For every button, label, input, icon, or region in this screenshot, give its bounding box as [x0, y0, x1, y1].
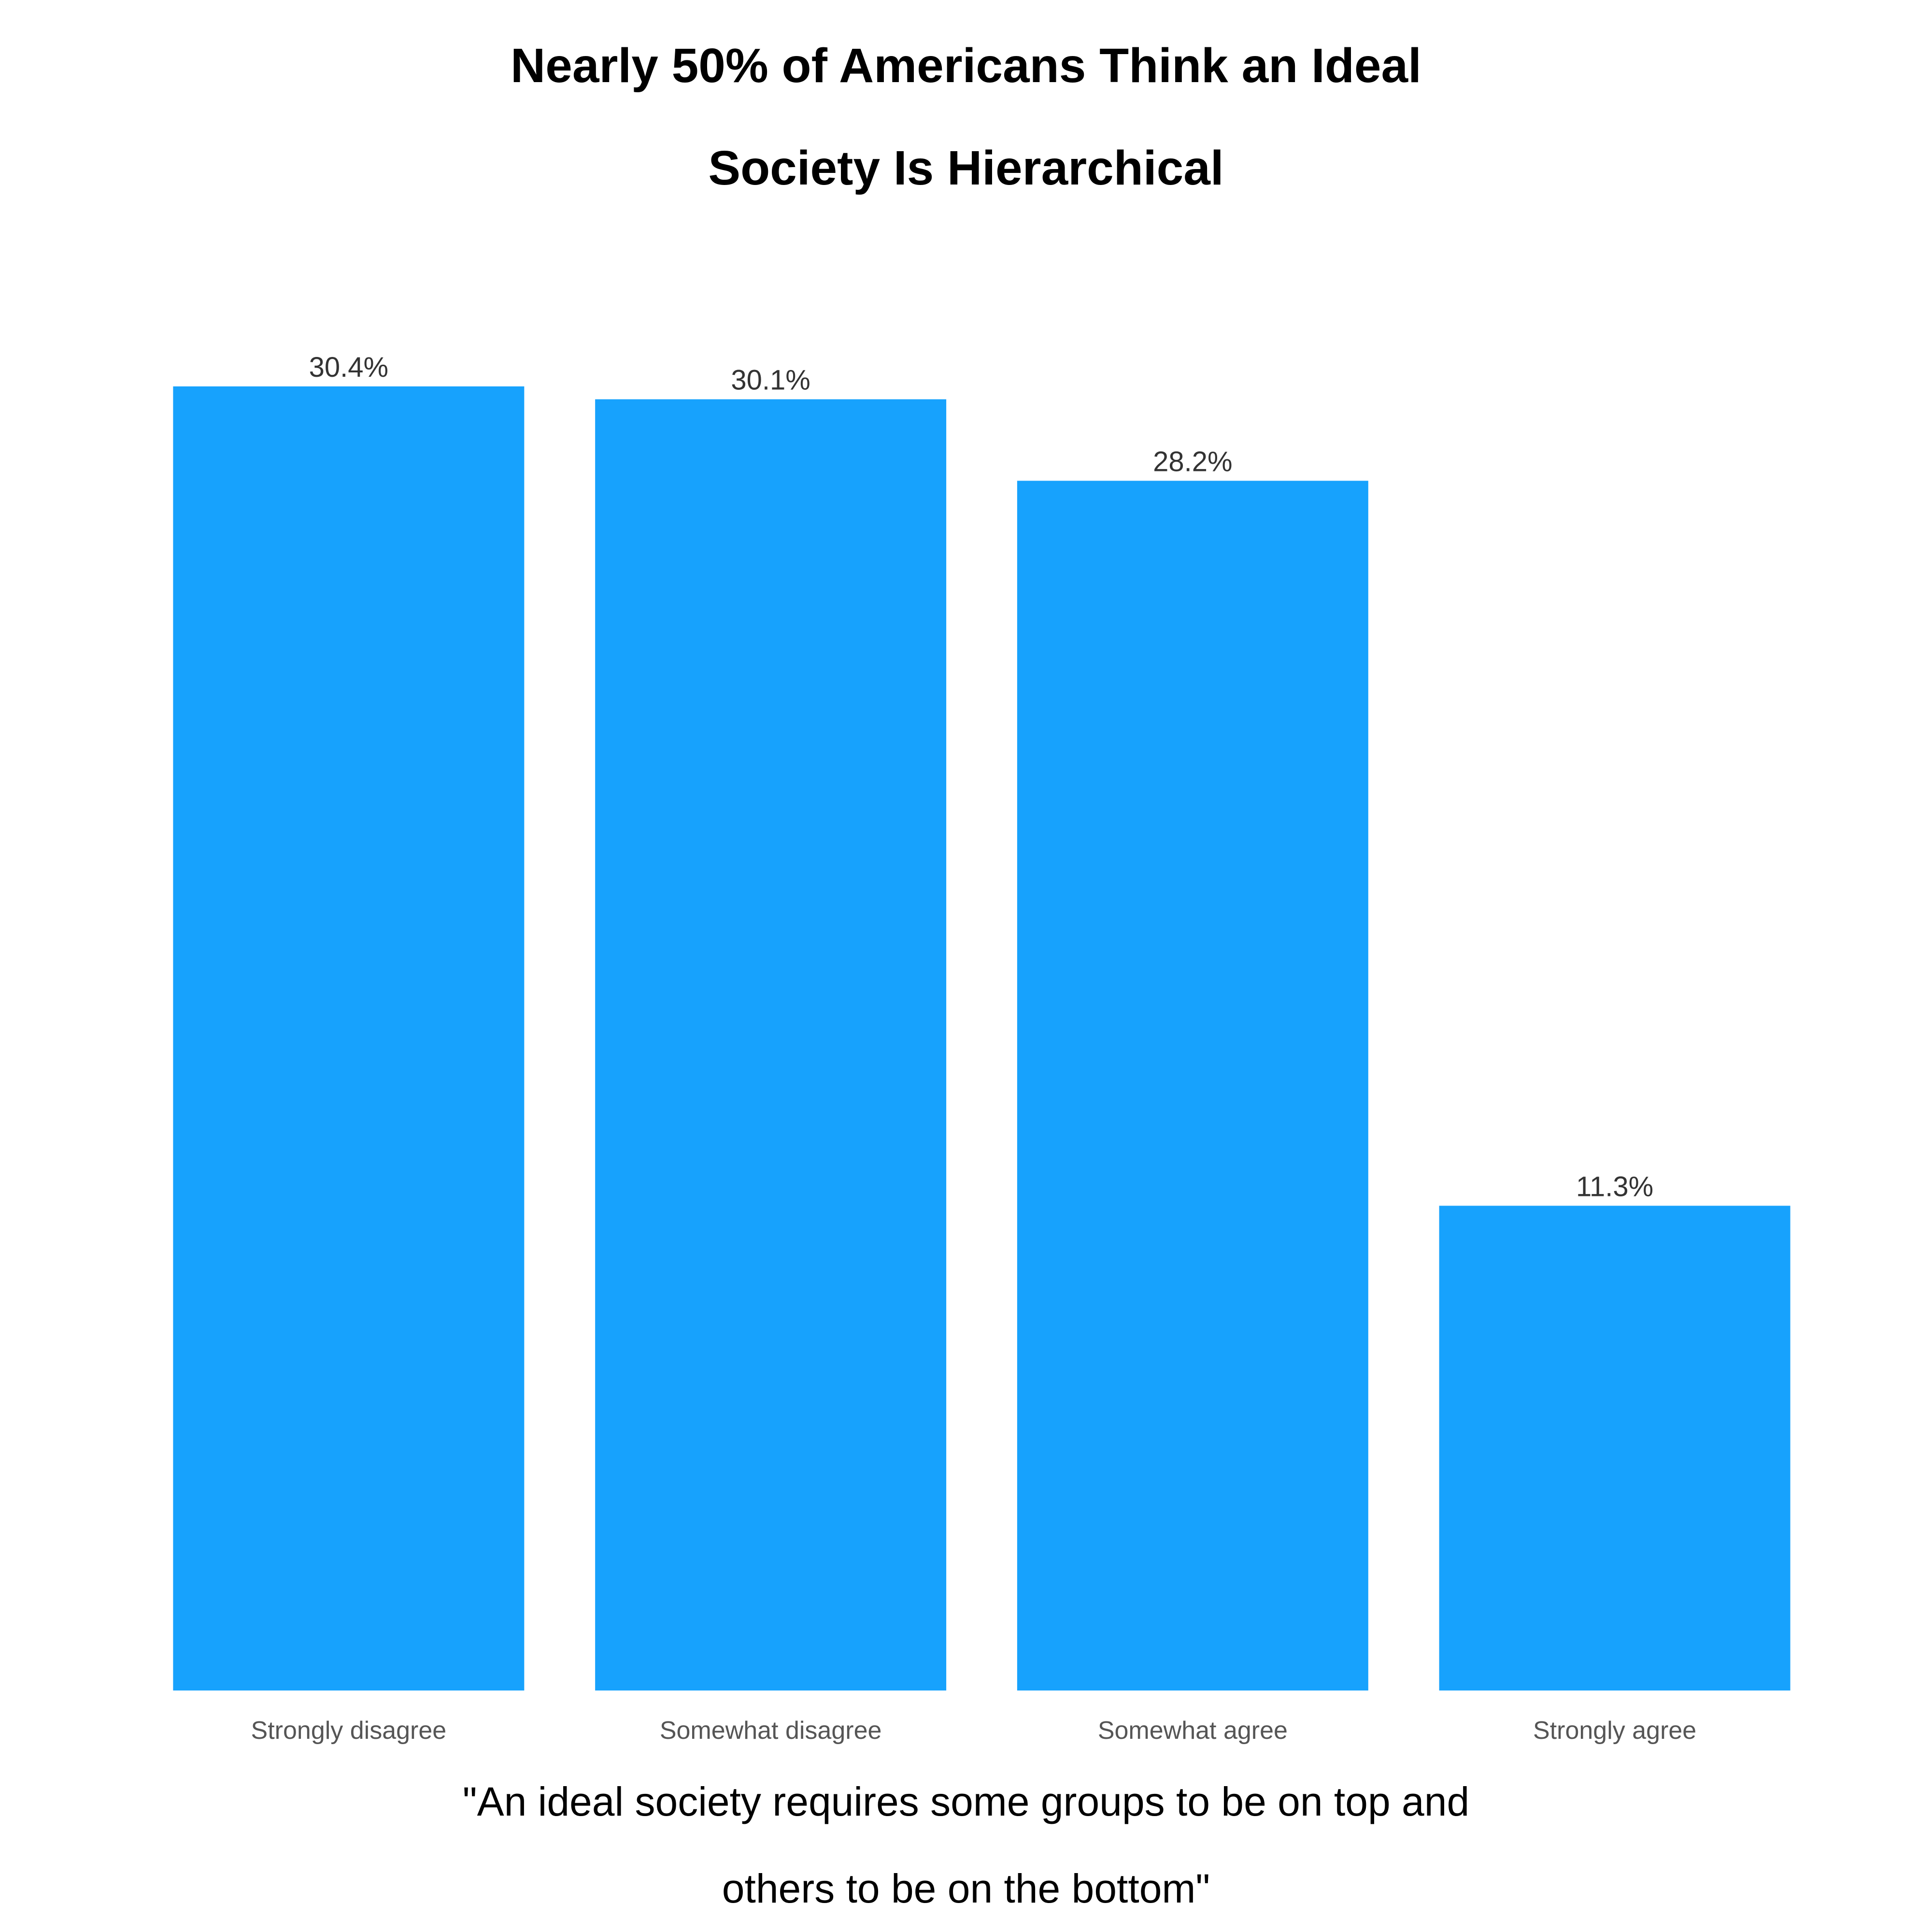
- category-label-1: Somewhat disagree: [660, 1717, 882, 1745]
- value-label-0: 30.4%: [309, 352, 388, 383]
- category-label-3: Strongly agree: [1533, 1717, 1696, 1745]
- chart-caption-line-1: "An ideal society requires some groups t…: [462, 1779, 1470, 1824]
- category-label-2: Somewhat agree: [1098, 1717, 1288, 1745]
- bar-1: [595, 399, 947, 1690]
- category-label-0: Strongly disagree: [251, 1717, 447, 1745]
- chart-title-line-1: Nearly 50% of Americans Think an Ideal: [511, 39, 1421, 93]
- chart-title: Nearly 50% of Americans Think an Ideal S…: [0, 14, 1932, 219]
- bars-group: [173, 386, 1790, 1690]
- chart-title-line-2: Society Is Hierarchical: [708, 141, 1224, 195]
- bar-3: [1439, 1206, 1790, 1690]
- value-label-2: 28.2%: [1153, 446, 1232, 477]
- chart-caption: "An ideal society requires some groups t…: [0, 1758, 1932, 1932]
- bar-0: [173, 386, 525, 1690]
- value-label-3: 11.3%: [1576, 1171, 1653, 1202]
- chart-caption-line-2: others to be on the bottom": [722, 1866, 1210, 1911]
- bar-2: [1017, 481, 1368, 1690]
- value-labels-group: 30.4% 30.1% 28.2% 11.3%: [309, 352, 1654, 1202]
- value-label-1: 30.1%: [731, 365, 810, 396]
- category-labels-group: Strongly disagree Somewhat disagree Somewh…: [251, 1717, 1697, 1745]
